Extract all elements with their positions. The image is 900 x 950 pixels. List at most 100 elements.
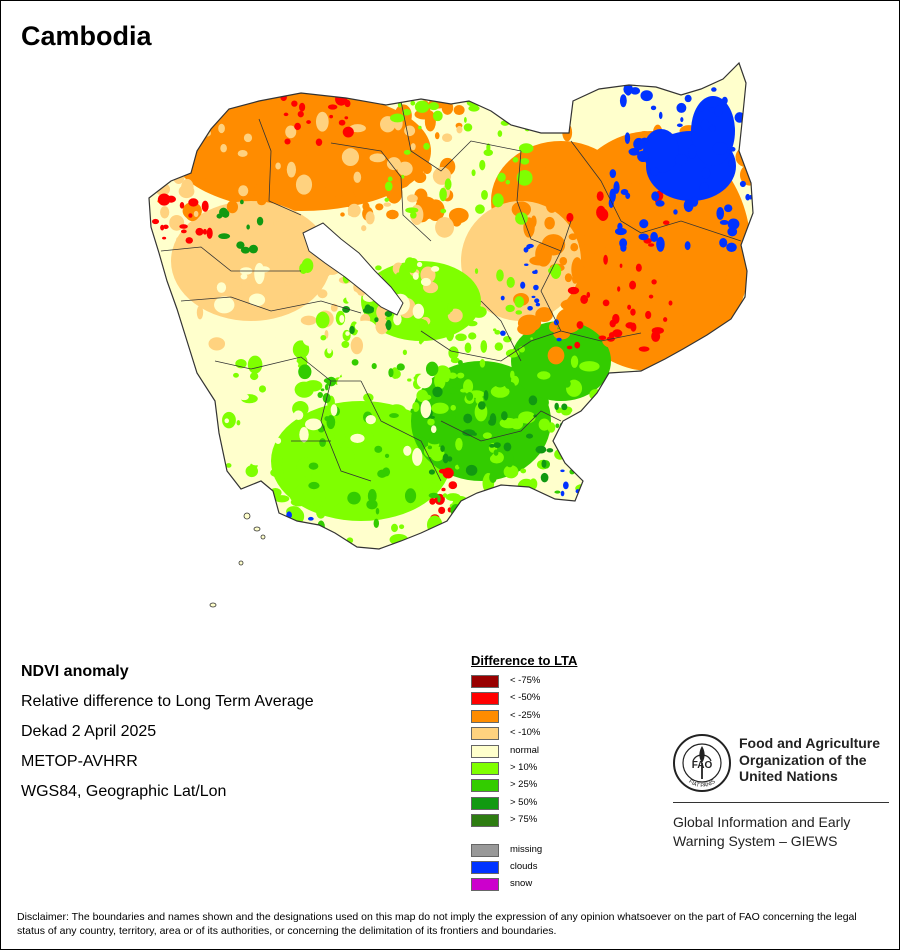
positive-anomaly-patch xyxy=(538,418,551,431)
island xyxy=(253,526,261,532)
normal-patch xyxy=(416,373,433,389)
normal-patch xyxy=(412,447,423,466)
positive-anomaly-patch xyxy=(334,446,355,467)
positive-anomaly-patch xyxy=(367,489,377,503)
negative-anomaly-patch xyxy=(530,215,537,228)
positive-anomaly-patch xyxy=(463,123,473,132)
legend-item: snow xyxy=(471,876,577,893)
strong-negative-patch xyxy=(566,212,574,222)
positive-anomaly-patch xyxy=(586,515,597,527)
positive-anomaly-patch xyxy=(331,429,346,445)
positive-anomaly-patch xyxy=(419,319,429,335)
negative-anomaly-patch xyxy=(511,201,532,218)
strong-negative-patch xyxy=(651,279,657,285)
negative-anomaly-patch xyxy=(631,208,638,217)
positive-anomaly-patch xyxy=(233,372,239,378)
positive-anomaly-patch xyxy=(512,157,519,163)
cloud-patch xyxy=(655,200,665,207)
mild-negative-patch xyxy=(243,133,253,143)
positive-anomaly-patch xyxy=(479,359,486,368)
cloud-patch xyxy=(531,295,536,299)
positive-anomaly-patch xyxy=(530,337,533,340)
mild-negative-patch xyxy=(317,289,328,299)
negative-anomaly-patch xyxy=(724,273,742,283)
positive-anomaly-patch xyxy=(480,340,488,353)
positive-anomaly-patch xyxy=(520,158,530,165)
map-title: Cambodia xyxy=(21,21,152,51)
cloud-patch xyxy=(617,222,623,231)
normal-patch xyxy=(293,410,304,421)
legend-swatch xyxy=(471,727,499,741)
mild-negative-patch xyxy=(369,153,386,163)
cloud-patch xyxy=(637,150,650,162)
negative-anomaly-patch xyxy=(560,298,584,312)
strong-negative-patch xyxy=(179,224,188,229)
cloud-patch xyxy=(683,78,692,87)
normal-patch xyxy=(274,437,282,444)
positive-anomaly-patch xyxy=(497,130,503,137)
strong-positive-patch xyxy=(503,442,512,452)
strong-negative-patch xyxy=(576,321,584,329)
strong-negative-patch xyxy=(455,510,462,517)
positive-anomaly-patch xyxy=(296,457,315,477)
legend-label: > 10% xyxy=(510,761,538,773)
mild-negative-patch xyxy=(215,254,227,267)
legend-item: > 25% xyxy=(471,777,577,794)
positive-anomaly-patch xyxy=(490,385,510,398)
negative-anomaly-patch xyxy=(583,228,598,239)
positive-anomaly-patch xyxy=(483,149,493,156)
cloud-patch xyxy=(620,243,627,252)
positive-anomaly-patch xyxy=(493,449,499,456)
mild-negative-patch xyxy=(238,185,249,197)
negative-anomaly-patch xyxy=(671,290,696,313)
strong-negative-patch xyxy=(151,218,160,225)
positive-anomaly-patch xyxy=(444,534,454,545)
cloud-patch xyxy=(638,233,649,241)
cloud-patch xyxy=(676,102,687,113)
positive-anomaly-patch xyxy=(404,257,415,269)
positive-anomaly-patch xyxy=(405,207,419,214)
strong-negative-patch xyxy=(651,327,664,335)
negative-anomaly-patch xyxy=(658,257,671,278)
province-boundary xyxy=(400,100,522,172)
positive-anomaly-patch xyxy=(462,522,468,531)
cloud-patch xyxy=(614,227,627,236)
legend-item: > 50% xyxy=(471,795,577,812)
positive-anomaly-patch xyxy=(529,478,538,490)
positive-anomaly-patch xyxy=(572,432,589,445)
negative-anomaly-patch xyxy=(451,213,463,227)
strong-negative-patch xyxy=(315,138,323,146)
positive-anomaly-patch xyxy=(308,462,319,470)
strong-negative-patch xyxy=(630,322,637,332)
mild-negative-patch xyxy=(361,225,367,232)
positive-anomaly-patch xyxy=(505,304,515,313)
mild-negative-patch xyxy=(196,305,204,320)
positive-anomaly-patch xyxy=(436,297,442,304)
island xyxy=(238,560,244,566)
strong-negative-patch xyxy=(185,237,193,244)
island xyxy=(260,534,266,540)
cloud-patch xyxy=(524,263,529,266)
strong-negative-patch xyxy=(206,227,213,239)
normal-patch xyxy=(198,447,213,460)
cloud-patch xyxy=(560,469,565,473)
strong-positive-patch xyxy=(561,403,568,411)
negative-anomaly-patch xyxy=(579,244,587,249)
strong-positive-patch xyxy=(219,207,228,217)
negative-anomaly-patch xyxy=(535,307,553,323)
strong-negative-patch xyxy=(188,198,199,207)
projection: WGS84, Geographic Lat/Lon xyxy=(21,783,227,800)
positive-anomaly-patch xyxy=(247,355,263,374)
strong-negative-patch xyxy=(327,104,338,110)
province-boundary xyxy=(160,246,301,272)
negative-anomaly-patch xyxy=(655,286,677,303)
positive-anomaly-patch xyxy=(377,469,388,478)
positive-anomaly-patch xyxy=(547,422,556,433)
positive-anomaly-patch xyxy=(440,208,447,214)
system-name-line: Warning System – GIEWS xyxy=(673,833,838,849)
cloud-patch xyxy=(698,105,705,112)
negative-anomaly-patch xyxy=(640,284,650,303)
positive-anomaly-patch xyxy=(397,102,402,108)
legend-label: < -25% xyxy=(510,709,541,721)
positive-anomaly-patch xyxy=(222,411,236,429)
